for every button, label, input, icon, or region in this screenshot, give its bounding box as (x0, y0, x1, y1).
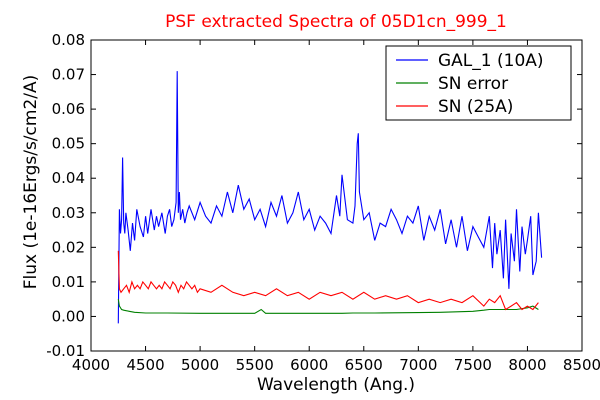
y-axis-title: Flux (1e-16Ergs/s/cm2/A) (21, 75, 41, 290)
y-tick-label: 0.05 (52, 135, 85, 153)
y-tick-label: 0.07 (52, 66, 85, 84)
y-tick-label: 0.08 (52, 31, 85, 49)
series-1 (117, 299, 539, 314)
x-tick-label: 8500 (563, 356, 600, 374)
series-2 (117, 250, 539, 311)
x-tick-label: 4500 (126, 356, 164, 374)
y-tick-label: 0.01 (52, 273, 85, 291)
x-tick-label: 5500 (236, 356, 274, 374)
x-tick-label: 7500 (454, 356, 492, 374)
y-tick-label: -0.01 (46, 342, 85, 360)
legend-label: GAL_1 (10A) (438, 51, 544, 71)
series-line-2 (117, 250, 539, 311)
chart-title: PSF extracted Spectra of 05D1cn_999_1 (165, 12, 507, 32)
x-axis-title: Wavelength (Ang.) (257, 375, 415, 395)
tick-layer: 4000 4500 5000 5500 6000 6500 7000 7500 8000 8500… (46, 31, 600, 374)
x-tick-label: 6000 (290, 356, 328, 374)
legend: GAL_1 (10A) SN error SN (25A) (385, 45, 572, 121)
x-tick-label: 6500 (345, 356, 383, 374)
y-tick-label: 0.06 (52, 100, 85, 118)
y-tick-label: 0.04 (52, 169, 85, 187)
series-line-0 (117, 71, 543, 324)
x-tick-label: 4000 (72, 356, 110, 374)
series-0 (117, 71, 543, 324)
series-layer (117, 71, 543, 324)
series-line-1 (117, 299, 539, 314)
plot-frame (90, 39, 583, 352)
y-tick-label: 0.02 (52, 238, 85, 256)
x-tick-label: 8000 (508, 356, 546, 374)
y-tick-label: 0.03 (52, 204, 85, 222)
y-tick-label: 0.00 (52, 307, 85, 325)
x-tick-label: 7000 (399, 356, 437, 374)
x-tick-label: 5000 (181, 356, 219, 374)
legend-label: SN error (438, 74, 508, 94)
legend-label: SN (25A) (438, 97, 513, 117)
